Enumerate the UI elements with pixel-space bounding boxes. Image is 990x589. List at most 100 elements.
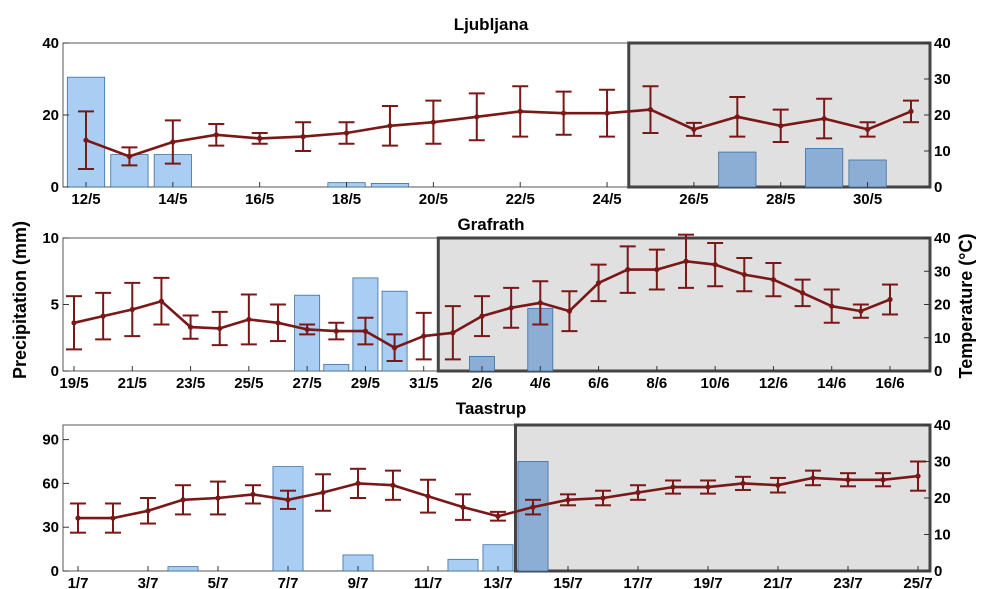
temperature-point: [712, 262, 718, 268]
right-tick-label: 40: [934, 35, 951, 52]
temperature-point: [75, 515, 81, 521]
precip-bar: [447, 558, 479, 572]
panel-grafrath: Grafrath 0 5 10 0 10 20 30 40 19/5 21/5 23/5 25/5 27…: [42, 215, 950, 392]
temperature-point: [425, 493, 431, 499]
right-tick-label: 10: [934, 143, 951, 160]
temperature-point: [734, 114, 740, 120]
temperature-point: [300, 134, 306, 140]
x-tick-label: 12/5: [71, 191, 100, 208]
temperature-point: [880, 477, 886, 483]
precip-bar: [272, 466, 304, 572]
y-axis-label-left: Precipitation (mm): [10, 221, 30, 379]
precip-bar: [370, 182, 410, 188]
right-tick-label: 20: [934, 490, 951, 507]
temperature-point: [625, 266, 631, 273]
temperature-point: [691, 126, 697, 132]
x-tick-label: 3/7: [138, 575, 159, 589]
temperature-point: [821, 116, 827, 122]
temperature-point: [770, 276, 777, 283]
temperature-point: [129, 306, 135, 313]
right-tick-label: 10: [934, 330, 951, 347]
temperature-point: [320, 489, 326, 496]
right-tick-label: 0: [934, 563, 942, 580]
x-tick-label: 14/5: [158, 191, 187, 208]
temperature-point: [654, 266, 660, 273]
x-tick-label: 5/7: [208, 575, 229, 589]
precip-bar: [323, 363, 350, 372]
x-tick-label: 28/5: [766, 191, 795, 208]
x-tick-label: 19/5: [59, 375, 88, 392]
temperature-line: [85, 108, 912, 158]
temperature-point: [430, 119, 436, 125]
temperature-point: [566, 308, 573, 314]
x-tick-label: 16/6: [875, 375, 904, 392]
left-tick-label: 40: [42, 35, 59, 52]
temperature-point: [683, 258, 689, 264]
left-tick-label: 0: [51, 179, 59, 196]
left-tick-label: 20: [42, 107, 59, 124]
left-tick-label: 10: [42, 230, 59, 247]
x-tick-label: 2/6: [472, 375, 493, 392]
temperature-point: [460, 504, 466, 510]
temperature-point: [145, 508, 151, 514]
precip-bar: [805, 148, 844, 188]
right-tick-label: 20: [934, 107, 951, 124]
temperature-point: [530, 504, 536, 510]
temperature-point: [474, 114, 480, 120]
temperature-point: [304, 326, 310, 333]
x-tick-label: 26/5: [679, 191, 708, 208]
temperature-point: [362, 328, 369, 334]
temperature-point: [479, 313, 485, 319]
x-tick-label: 24/5: [592, 191, 621, 208]
panel-title: Grafrath: [457, 215, 524, 234]
precip-bar: [718, 151, 757, 188]
temperature-point: [778, 123, 784, 129]
y-axis-label-right: Temperature (°C): [956, 234, 976, 379]
panel-title: Taastrup: [456, 399, 527, 418]
x-tick-label: 7/7: [278, 575, 299, 589]
temperature-point: [391, 345, 398, 351]
panel-title: Ljubljana: [454, 15, 529, 34]
precip-bar: [517, 461, 549, 572]
x-tick-label: 18/5: [332, 191, 361, 208]
temperature-point: [387, 123, 393, 129]
temperature-point: [495, 513, 501, 519]
temperature-point: [561, 110, 567, 116]
left-tick-label: 60: [42, 475, 59, 492]
x-tick-label: 15/7: [553, 575, 582, 589]
x-tick-label: 21/5: [118, 375, 147, 392]
temperature-point: [810, 475, 816, 481]
temperature-point: [217, 325, 223, 332]
temperature-point: [126, 153, 133, 159]
temperature-point: [180, 497, 186, 503]
x-tick-label: 11/7: [414, 575, 442, 589]
panel-taastrup: Taastrup 0 30 60 90 0 10 20 30 40 1/7 3/7 5/7 7/7 9/7…: [42, 399, 950, 589]
temperature-point: [355, 480, 361, 486]
x-tick-label: 13/7: [483, 575, 512, 589]
temperature-point: [864, 126, 871, 132]
x-tick-label: 23/5: [176, 375, 205, 392]
temperature-point: [887, 296, 893, 303]
temperature-point: [635, 489, 641, 496]
right-tick-label: 30: [934, 454, 951, 471]
temperature-point: [775, 482, 781, 488]
temperature-point: [246, 316, 252, 323]
x-tick-label: 22/5: [506, 191, 535, 208]
x-tick-label: 19/7: [693, 575, 722, 589]
right-tick-label: 0: [934, 179, 942, 196]
right-tick-label: 40: [934, 230, 951, 247]
temperature-point: [537, 300, 543, 306]
temperature-point: [285, 497, 291, 503]
temperature-point: [845, 477, 851, 483]
temperature-point: [670, 484, 676, 490]
temperature-point: [158, 298, 165, 304]
x-tick-label: 4/6: [530, 375, 551, 392]
shaded-region: [514, 423, 932, 573]
x-tick-label: 6/6: [588, 375, 609, 392]
temperature-point: [858, 308, 864, 314]
x-tick-label: 10/6: [701, 375, 730, 392]
temperature-point: [741, 271, 747, 278]
temperature-point: [390, 482, 396, 488]
x-tick-label: 25/7: [903, 575, 932, 589]
